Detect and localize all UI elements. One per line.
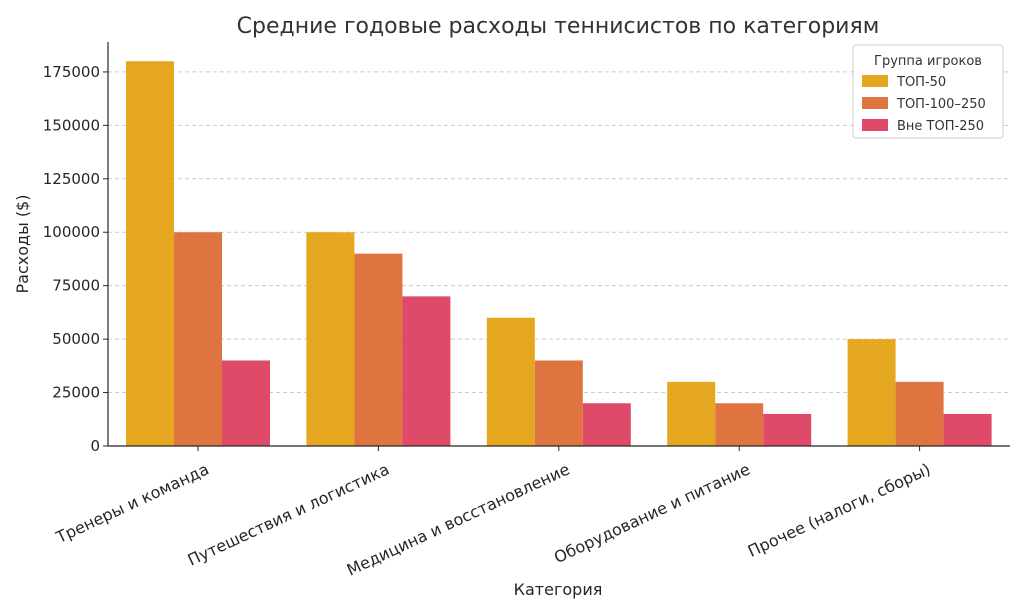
bar	[534, 360, 583, 446]
x-axis-label: Категория	[514, 580, 603, 599]
chart-title: Средние годовые расходы теннисистов по к…	[237, 14, 880, 39]
legend-items: ТОП-50 ТОП-100–250 Вне ТОП-250	[862, 75, 986, 134]
bar	[715, 403, 764, 446]
bar	[943, 413, 992, 446]
y-tick-label: 125000	[43, 170, 100, 188]
bar	[763, 413, 812, 446]
y-tick-label: 100000	[43, 223, 100, 241]
bar	[354, 253, 403, 446]
bar	[402, 296, 451, 446]
legend-title: Группа игроков	[874, 54, 982, 69]
x-tick-label: Оборудование и питание	[551, 459, 753, 567]
bar	[126, 61, 174, 446]
bar	[895, 381, 944, 446]
y-tick-label: 25000	[52, 384, 100, 402]
grid-lines	[108, 71, 1010, 394]
legend-label: ТОП-50	[896, 75, 946, 90]
y-axis-label: Расходы ($)	[13, 195, 32, 294]
y-tick-label: 75000	[52, 277, 100, 295]
y-ticks: 0 25000 50000 75000 100000 125000 150000 175000	[43, 63, 108, 455]
legend-swatch	[862, 119, 888, 131]
legend-label: Вне ТОП-250	[897, 119, 984, 134]
legend: Группа игроков ТОП-50 ТОП-100–250 Вне ТОП-…	[852, 44, 1004, 139]
bar	[486, 317, 535, 446]
x-tick-label: Путешествия и логистика	[185, 459, 393, 569]
x-tick-label: Прочее (налоги, сборы)	[745, 459, 934, 560]
y-tick-label: 150000	[43, 116, 100, 134]
bar	[222, 360, 270, 446]
bar	[306, 232, 355, 446]
y-tick-label: 50000	[52, 330, 100, 348]
legend-swatch	[862, 97, 888, 109]
legend-swatch	[862, 75, 888, 87]
y-tick-label: 175000	[43, 63, 100, 81]
bar	[582, 403, 631, 446]
bar	[667, 381, 716, 446]
legend-label: ТОП-100–250	[896, 97, 986, 112]
legend-box	[852, 44, 1004, 139]
bar	[847, 339, 896, 446]
y-tick-label: 0	[90, 437, 100, 455]
bars	[126, 61, 992, 446]
bar	[174, 232, 222, 446]
x-tick-label: Тренеры и команда	[52, 459, 211, 547]
